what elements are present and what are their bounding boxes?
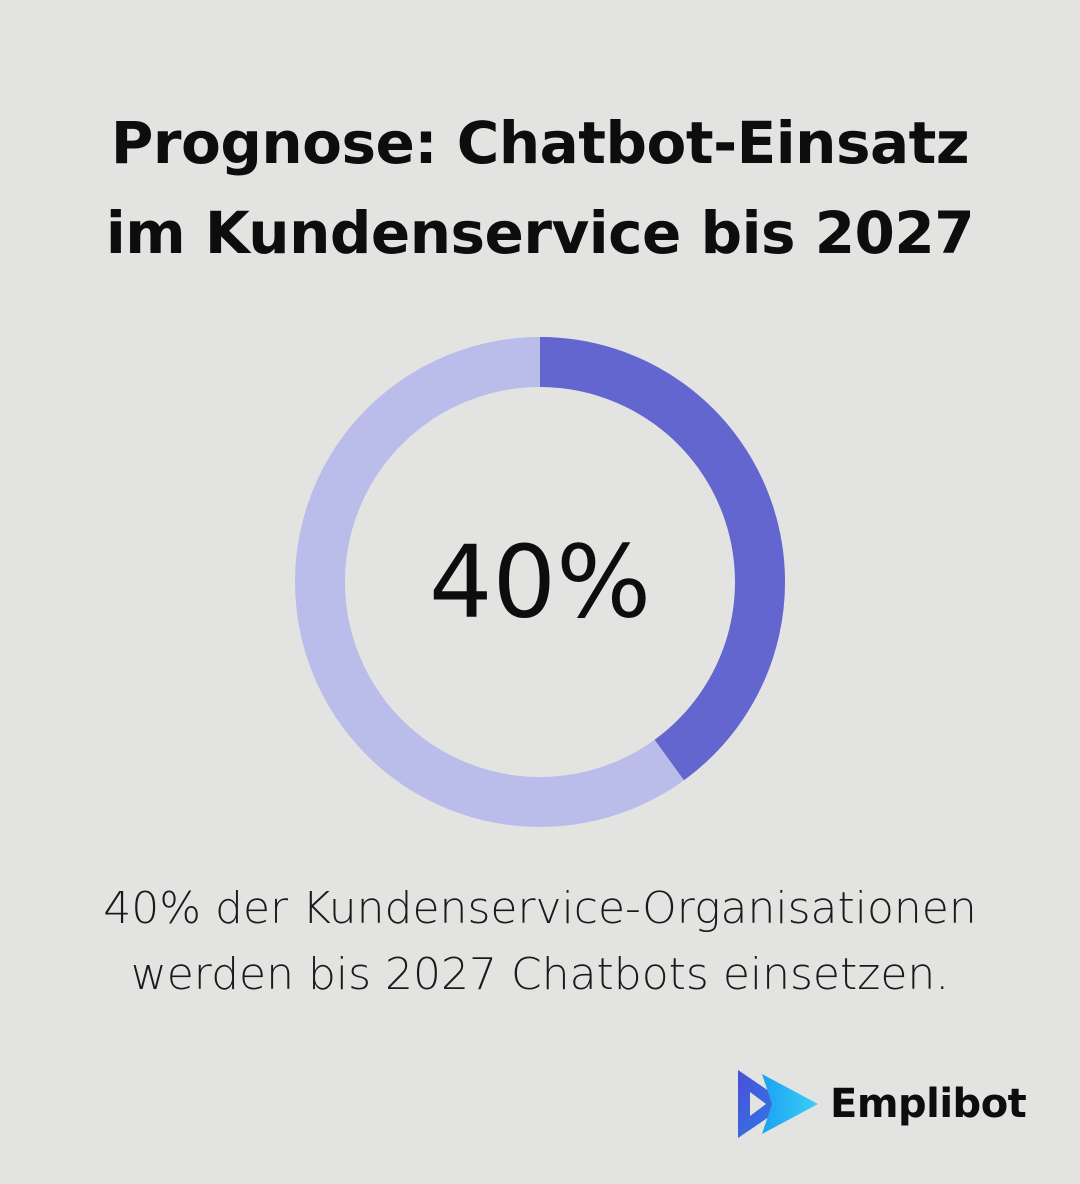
donut-filled-arc [539,337,785,781]
emplibot-play-logo-icon [738,1070,818,1138]
caption-line-1: 40% der Kundenservice-Organisationen [103,883,977,934]
donut-center-value: 40% [429,524,651,641]
title-line-1: Prognose: Chatbot-Einsatz [110,109,970,177]
caption: 40% der Kundenservice-Organisationen wer… [0,876,1080,1008]
caption-line-2: werden bis 2027 Chatbots einsetzen. [130,949,950,1000]
brand: Emplibot [736,1068,1027,1140]
donut-chart: 40% [295,337,785,827]
brand-name: Emplibot [830,1081,1027,1127]
page-title: Prognose: Chatbot-Einsatz im Kundenservi… [0,98,1080,278]
title-line-2: im Kundenservice bis 2027 [105,199,975,267]
